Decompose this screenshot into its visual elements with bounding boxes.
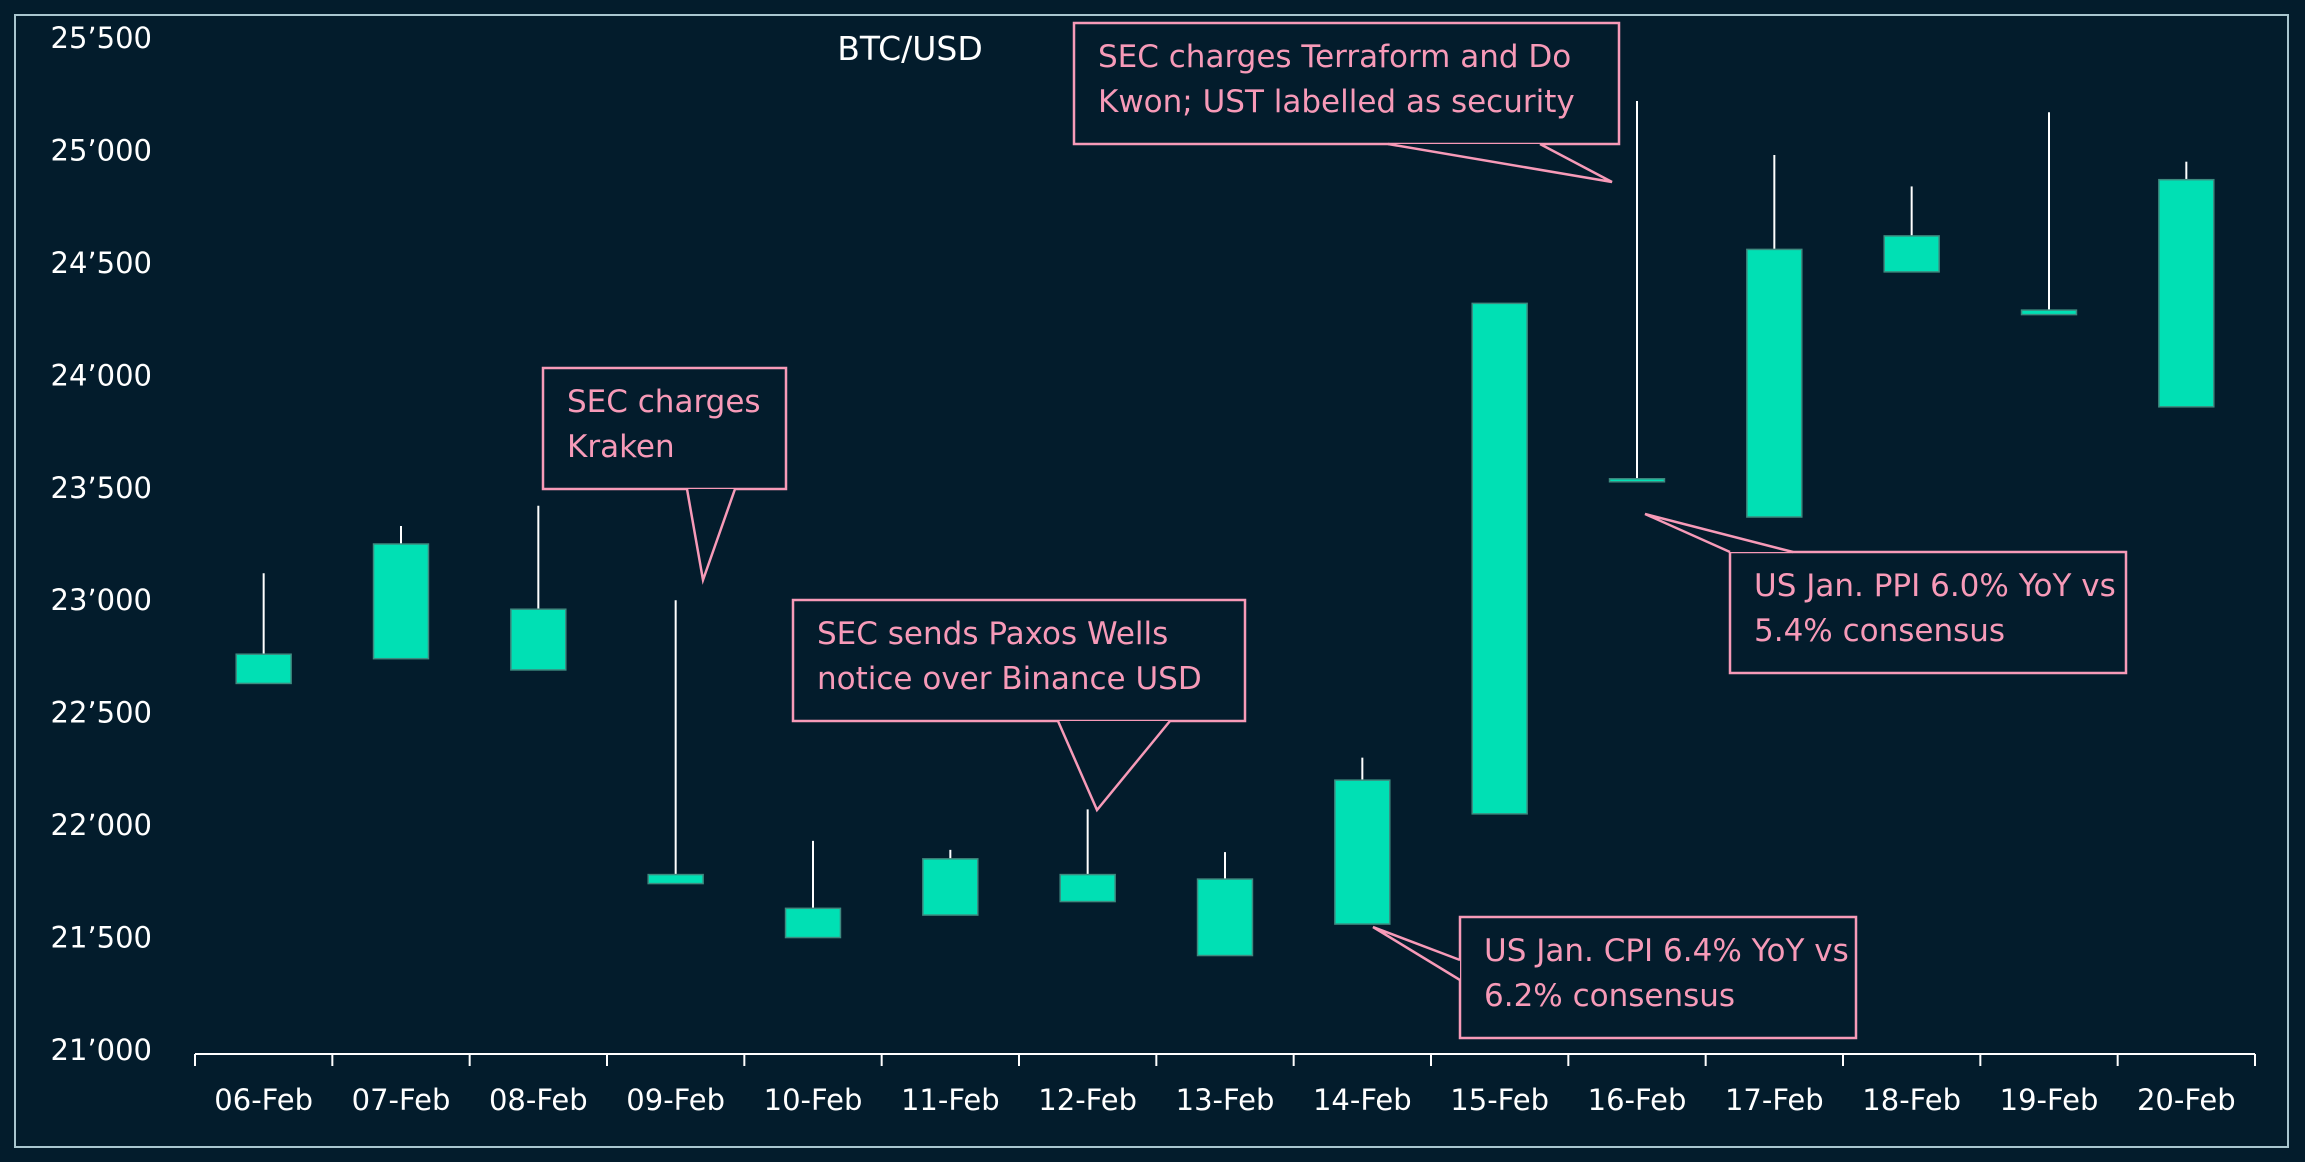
candle-body: [510, 608, 567, 671]
candle-body: [2020, 309, 2078, 316]
candle-body: [647, 873, 704, 885]
x-tick-label: 17-Feb: [1725, 1083, 1824, 1117]
annotation-text: SEC charges: [567, 384, 761, 420]
y-tick-label: 22’500: [51, 696, 152, 730]
y-tick-label: 24’000: [51, 358, 152, 392]
annotation-text: SEC charges Terraform and Do: [1098, 39, 1571, 75]
candle-body: [1196, 878, 1254, 957]
annotation-box: [1728, 550, 2128, 675]
annotation-pointer: [685, 488, 737, 585]
y-tick-label: 21’000: [51, 1033, 152, 1067]
annotation-box: [791, 598, 1247, 723]
candle-body: [1608, 478, 1666, 483]
annotation-text: US Jan. PPI 6.0% YoY vs: [1754, 568, 2116, 604]
candle-body: [1471, 302, 1528, 815]
candle-body: [1746, 248, 1803, 518]
x-tick-label: 16-Feb: [1588, 1083, 1687, 1117]
candle-body: [235, 653, 292, 685]
x-tick-label: 14-Feb: [1313, 1083, 1412, 1117]
annotation-callout: SEC sends Paxos Wells notice over Binance…: [791, 598, 1247, 813]
x-tick-label: 12-Feb: [1038, 1083, 1137, 1117]
annotations: SEC charges Kraken SEC sends Paxos Wells no…: [541, 21, 2128, 1040]
x-tick-label: 20-Feb: [2137, 1083, 2236, 1117]
annotation-callout: SEC charges Kraken: [541, 366, 788, 585]
annotation-pointer: [1372, 925, 1461, 982]
x-tick-label: 11-Feb: [901, 1083, 1000, 1117]
y-tick-label: 23’500: [51, 471, 152, 505]
y-tick-label: 23’000: [51, 583, 152, 617]
annotation-callout: US Jan. PPI 6.0% YoY vs 5.4% consensus: [1644, 512, 2128, 675]
annotation-callout: SEC charges Terraform and Do Kwon; UST la…: [1072, 21, 1621, 184]
candle-body: [372, 543, 430, 660]
y-tick-label: 22’000: [51, 808, 152, 842]
y-axis-tick-labels: 21’000 21’500 22’000 22’500 23’000 23’500 24’0…: [51, 21, 152, 1067]
annotation-pointer: [1056, 720, 1171, 813]
y-tick-label: 25’500: [51, 21, 152, 55]
annotation-box: [1458, 915, 1858, 1040]
annotation-text: Kwon; UST labelled as security: [1098, 84, 1575, 120]
x-tick-label: 18-Feb: [1862, 1083, 1961, 1117]
candle-body: [2158, 178, 2215, 408]
annotation-pointer: [1387, 142, 1613, 184]
annotation-text: US Jan. CPI 6.4% YoY vs: [1484, 933, 1849, 969]
annotation-text: notice over Binance USD: [817, 661, 1202, 697]
annotation-text: Kraken: [567, 429, 675, 465]
x-tick-label: 15-Feb: [1450, 1083, 1549, 1117]
candle-body: [1059, 873, 1116, 903]
annotation-pointer: [1644, 512, 1794, 554]
y-tick-label: 21’500: [51, 921, 152, 955]
annotation-text: 6.2% consensus: [1484, 978, 1735, 1014]
x-axis-ticks: 06-Feb 07-Feb 08-Feb 09-Feb 10-Feb 11-Feb 12-F…: [194, 1054, 2256, 1117]
candle-body: [1883, 235, 1940, 273]
annotation-box: [1072, 21, 1621, 146]
annotation-callout: US Jan. CPI 6.4% YoY vs 6.2% consensus: [1372, 915, 1858, 1040]
annotation-text: SEC sends Paxos Wells: [817, 616, 1168, 652]
candle-body: [784, 907, 842, 939]
x-tick-label: 09-Feb: [626, 1083, 725, 1117]
y-tick-label: 25’000: [51, 133, 152, 167]
chart-frame: [14, 14, 2289, 1148]
chart-title: BTC/USD: [837, 29, 983, 68]
x-tick-label: 13-Feb: [1176, 1083, 1275, 1117]
annotation-box: [541, 366, 788, 491]
candle-body: [922, 858, 979, 916]
x-tick-label: 10-Feb: [764, 1083, 863, 1117]
annotation-text: 5.4% consensus: [1754, 613, 2005, 649]
x-tick-label: 07-Feb: [352, 1083, 451, 1117]
x-tick-label: 08-Feb: [489, 1083, 588, 1117]
y-tick-label: 24’500: [51, 246, 152, 280]
x-tick-label: 19-Feb: [2000, 1083, 2099, 1117]
candle-body: [1334, 779, 1391, 925]
candles: [235, 100, 2215, 957]
x-tick-label: 06-Feb: [214, 1083, 313, 1117]
